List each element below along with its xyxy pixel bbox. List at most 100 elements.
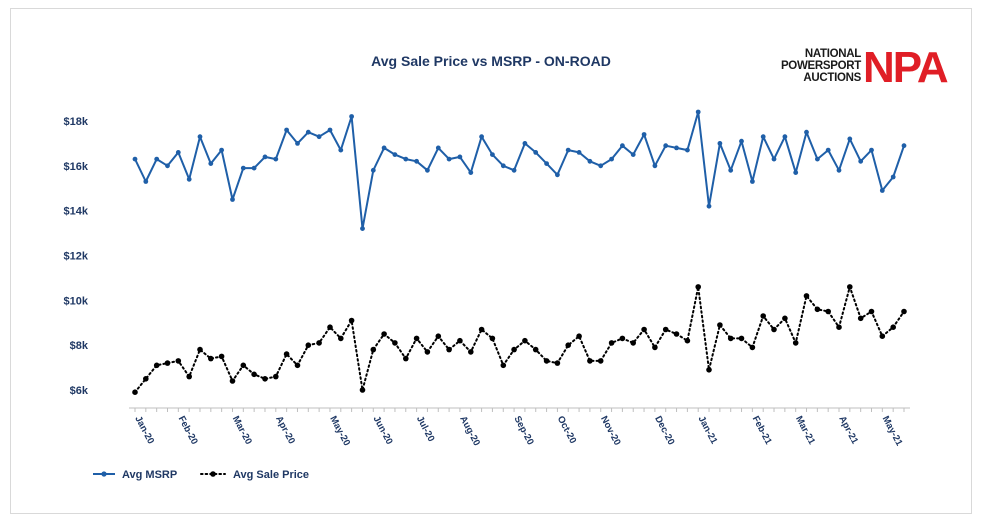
data-point-sale-price <box>370 346 377 353</box>
data-point-msrp <box>717 141 723 146</box>
data-point-sale-price <box>338 335 344 342</box>
data-point-sale-price <box>879 333 886 340</box>
data-point-sale-price <box>316 340 322 346</box>
data-point-msrp <box>685 147 690 153</box>
data-point-sale-price <box>424 349 431 355</box>
legend-marker-sale-price <box>210 471 216 477</box>
data-point-msrp <box>381 145 387 151</box>
series-sale-price <box>132 284 907 396</box>
data-point-msrp <box>620 143 625 149</box>
data-point-msrp <box>674 145 679 151</box>
data-point-sale-price <box>500 362 507 369</box>
data-point-msrp <box>197 134 203 140</box>
data-point-msrp <box>804 129 809 135</box>
data-point-msrp <box>836 167 842 173</box>
data-point-sale-price <box>868 308 875 315</box>
data-point-sale-price <box>327 324 333 331</box>
data-point-msrp <box>425 167 430 173</box>
x-tick-label: Dec-20 <box>652 414 676 447</box>
x-tick-label: Apr-21 <box>836 414 860 446</box>
data-point-msrp <box>154 156 160 162</box>
data-point-msrp <box>143 179 149 184</box>
legend-item-msrp: Avg MSRP <box>93 469 177 481</box>
data-point-sale-price <box>771 326 777 333</box>
logo-line3: AUCTIONS <box>803 72 861 84</box>
data-point-sale-price <box>836 324 842 331</box>
data-point-msrp <box>165 163 170 169</box>
data-point-msrp <box>847 136 853 142</box>
data-point-sale-price <box>153 362 160 369</box>
data-point-msrp <box>273 156 279 162</box>
data-point-msrp <box>793 170 799 176</box>
x-axis: Jan-20 Feb-20 Mar-20 Apr-20 May-20 Jun-20 Jul-… <box>129 407 910 448</box>
data-point-msrp <box>544 161 549 167</box>
data-point-sale-price <box>262 376 268 382</box>
data-point-msrp <box>295 141 300 146</box>
data-point-msrp <box>879 188 885 193</box>
data-point-msrp <box>316 134 322 140</box>
data-point-msrp <box>327 127 333 133</box>
data-point-sale-price <box>511 346 517 353</box>
data-point-msrp <box>305 129 311 135</box>
data-point-msrp <box>576 150 582 155</box>
logo-mark: NPA <box>863 43 948 92</box>
data-point-msrp <box>500 163 506 169</box>
data-point-sale-price <box>251 371 257 378</box>
data-point-msrp <box>403 156 409 162</box>
data-point-sale-price <box>619 335 626 342</box>
data-point-msrp <box>262 154 268 160</box>
data-point-sale-price <box>468 349 474 355</box>
data-point-msrp <box>360 226 365 232</box>
y-tick-label: $12k <box>64 251 89 263</box>
data-point-msrp <box>663 143 669 149</box>
data-point-sale-price <box>857 315 864 322</box>
data-point-sale-price <box>164 360 171 366</box>
data-point-msrp <box>771 156 777 162</box>
y-tick-label: $16k <box>64 161 89 173</box>
data-point-msrp <box>565 147 571 153</box>
data-point-sale-price <box>478 326 485 333</box>
data-point-msrp <box>251 165 257 171</box>
data-point-msrp <box>446 156 452 162</box>
data-point-msrp <box>728 167 734 173</box>
x-tick-label: Mar-20 <box>230 414 254 446</box>
x-tick-label: Nov-20 <box>598 414 623 447</box>
data-point-msrp <box>782 134 788 140</box>
data-point-sale-price <box>489 335 496 342</box>
data-point-sale-price <box>706 367 712 373</box>
x-tick-label: Jan-21 <box>696 414 720 446</box>
data-point-msrp <box>825 147 831 153</box>
chart-title: Avg Sale Price vs MSRP - ON-ROAD <box>371 53 611 69</box>
data-point-sale-price <box>229 378 236 384</box>
data-point-sale-price <box>717 322 723 328</box>
data-point-msrp <box>641 132 647 137</box>
data-point-msrp <box>186 176 192 182</box>
data-point-sale-price <box>695 284 701 290</box>
data-point-msrp <box>901 143 907 149</box>
data-point-sale-price <box>738 335 745 342</box>
data-point-sale-price <box>403 355 409 362</box>
data-point-sale-price <box>890 324 896 331</box>
series-msrp <box>132 109 907 232</box>
logo: NATIONAL POWERSPORT AUCTIONS NPA <box>781 43 950 92</box>
x-tick-label: Jul-20 <box>414 414 437 443</box>
data-point-sale-price <box>901 308 907 315</box>
data-point-sale-price <box>760 313 766 319</box>
data-point-sale-price <box>175 358 182 364</box>
data-point-msrp <box>457 154 463 160</box>
data-point-sale-price <box>392 340 398 346</box>
data-point-sale-price <box>348 317 355 324</box>
data-point-msrp <box>522 141 528 146</box>
legend-label-msrp: Avg MSRP <box>122 469 177 481</box>
data-point-msrp <box>414 158 419 164</box>
data-point-sale-price <box>782 315 788 322</box>
data-point-sale-price <box>532 346 539 353</box>
data-point-msrp <box>479 134 484 140</box>
data-point-msrp <box>760 134 766 140</box>
x-tick-label: Jun-20 <box>371 414 395 446</box>
data-point-sale-price <box>543 358 550 364</box>
data-point-sale-price <box>197 346 203 353</box>
data-point-sale-price <box>359 387 366 393</box>
data-point-sale-price <box>186 373 192 380</box>
x-tick-label: May-20 <box>327 414 352 448</box>
